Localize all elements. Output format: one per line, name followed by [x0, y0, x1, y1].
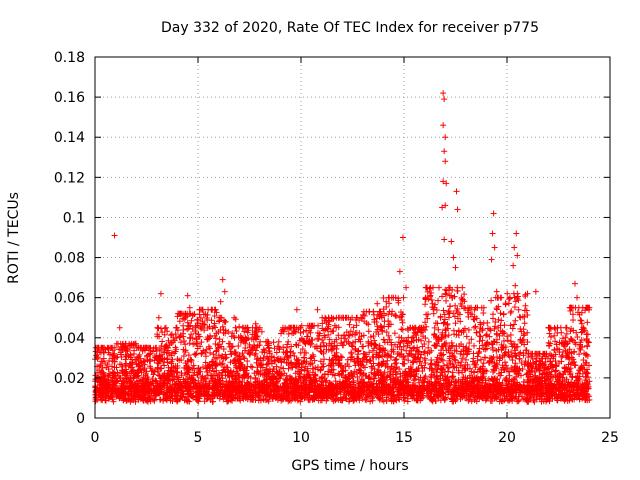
- data-point: [92, 372, 99, 379]
- data-point: [105, 395, 112, 402]
- chart-title: Day 332 of 2020, Rate Of TEC Index for r…: [161, 20, 539, 36]
- data-point: [110, 398, 117, 405]
- data-points: [92, 90, 593, 405]
- data-point: [98, 368, 105, 375]
- data-point: [106, 395, 113, 402]
- data-point: [110, 351, 117, 358]
- data-point: [108, 344, 115, 351]
- data-point: [106, 357, 113, 364]
- data-point: [96, 391, 103, 398]
- data-point: [97, 362, 104, 369]
- data-point: [97, 349, 104, 356]
- data-point: [105, 349, 112, 356]
- data-point: [93, 389, 100, 396]
- data-point: [95, 354, 102, 361]
- data-point: [104, 361, 111, 368]
- data-point: [92, 348, 99, 355]
